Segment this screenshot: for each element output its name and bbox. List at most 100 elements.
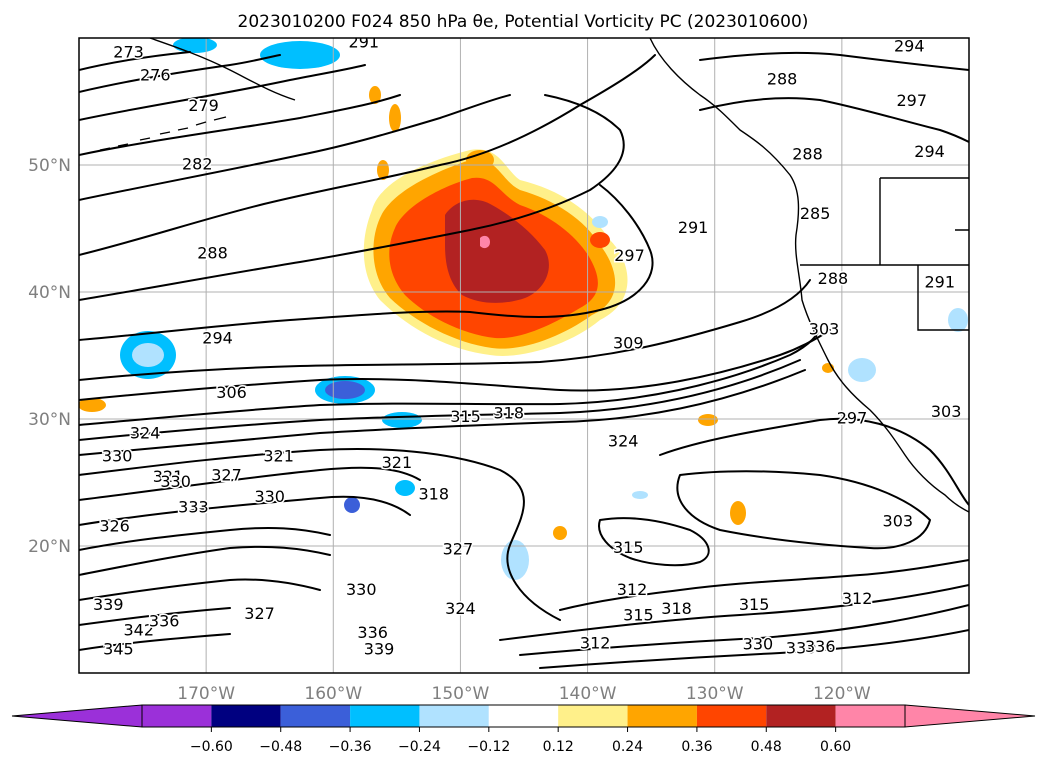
colorbar-bin	[419, 705, 489, 727]
contour-label: 297	[614, 246, 645, 265]
pv-blob-0.48	[445, 199, 549, 303]
contour-label: 282	[182, 155, 213, 174]
map-panel: 2732762792822882912943063243213213273303…	[79, 33, 969, 673]
pv-neg-patch	[132, 343, 164, 367]
lat-tick-label: 20°N	[28, 537, 71, 557]
contour-label: 336	[357, 623, 388, 642]
contour-label: 318	[418, 485, 449, 504]
pv-neg-patch	[632, 491, 648, 499]
colorbar-bin	[835, 705, 905, 727]
contour-label: 321	[382, 453, 413, 472]
contour-label: 330	[254, 487, 285, 506]
colorbar-tick-label: 0.12	[543, 739, 574, 755]
pv-neg-patch	[948, 308, 968, 332]
contour-label: 339	[786, 638, 817, 657]
contour-label: 312	[842, 589, 873, 608]
contour-label: 324	[608, 431, 639, 450]
colorbar-bin	[350, 705, 420, 727]
pv-neg-patch	[325, 381, 365, 399]
contour-label: 297	[837, 409, 868, 428]
contour-label: 312	[580, 633, 611, 652]
contour-label: 333	[178, 497, 209, 516]
contour-label: 288	[792, 144, 823, 163]
pv-neg-patch	[848, 358, 876, 382]
contour-labels: 2732762792822882912943063243213213273303…	[91, 33, 962, 660]
longitude-labels: 170°W 160°W 150°W 140°W 130°W 120°W	[177, 684, 871, 704]
contour-label: 324	[130, 424, 161, 443]
contour-label: 330	[102, 447, 133, 466]
colorbar-bin	[488, 705, 559, 727]
contour-label: 303	[931, 402, 962, 421]
colorbar-over-triangle	[904, 704, 1036, 728]
contour-label: 285	[800, 204, 831, 223]
pv-neg-patch	[592, 216, 608, 228]
colorbar: −0.60 −0.48 −0.36 −0.24 −0.12 0.12 0.24 0.36 0.4…	[11, 704, 1036, 755]
pv-patch	[466, 150, 494, 170]
contour-label: 326	[99, 516, 130, 535]
colorbar-bin	[280, 705, 351, 727]
colorbar-tick-label: 0.48	[751, 739, 782, 755]
chart-title: 2023010200 F024 850 hPa θe, Potential Vo…	[238, 12, 809, 32]
colorbar-bin	[558, 705, 628, 727]
colorbar-tick-label: −0.48	[259, 739, 302, 755]
lon-tick-label: 140°W	[559, 684, 617, 704]
colorbar-tick-label: −0.12	[467, 739, 510, 755]
contour-label: 336	[805, 637, 836, 656]
lat-tick-label: 40°N	[28, 283, 71, 303]
contour-label: 339	[364, 640, 395, 659]
contour-label: 294	[202, 328, 233, 347]
colorbar-tick-label: 0.24	[612, 739, 643, 755]
colorbar-tick-label: 0.36	[681, 739, 712, 755]
lat-tick-label: 50°N	[28, 156, 71, 176]
contour-label: 315	[613, 538, 644, 557]
colorbar-bin	[627, 705, 697, 727]
colorbar-tick-label: −0.36	[329, 739, 372, 755]
contour-label: 288	[767, 69, 798, 88]
contour-label: 330	[346, 580, 377, 599]
lon-tick-label: 120°W	[813, 684, 871, 704]
contour-label: 330	[160, 472, 191, 491]
contour-label: 324	[445, 599, 476, 618]
contour-label: 309	[613, 334, 644, 353]
pv-neg-patch	[395, 480, 415, 496]
contour-label: 321	[153, 467, 184, 486]
contour-label: 330	[743, 635, 774, 654]
lon-tick-label: 130°W	[686, 684, 744, 704]
contour-label: 342	[123, 621, 154, 640]
contour-label: 315	[623, 605, 654, 624]
lon-tick-label: 150°W	[432, 684, 490, 704]
colorbar-bin	[696, 705, 767, 727]
pv-patch	[590, 232, 610, 248]
contour-label: 315	[739, 595, 770, 614]
lon-tick-label: 170°W	[177, 684, 235, 704]
pv-neg-patch	[173, 38, 217, 53]
pv-patch	[553, 526, 567, 540]
contour-label: 279	[188, 96, 219, 115]
pv-patch	[389, 104, 401, 132]
pv-neg-patch	[344, 497, 360, 513]
contour-label: 312	[617, 580, 648, 599]
contour-label: 273	[113, 43, 144, 62]
pv-neg-patch	[260, 41, 340, 69]
contour-label: 345	[103, 640, 134, 659]
contour-label: 327	[244, 604, 275, 623]
colorbar-tick-label: 0.60	[820, 739, 851, 755]
contour-label: 318	[661, 599, 692, 618]
theta-e-contours	[79, 51, 969, 669]
latitude-labels: 20°N 30°N 40°N 50°N	[28, 156, 71, 557]
colorbar-bin	[142, 705, 212, 727]
us-state-borders	[800, 177, 969, 331]
pv-blob-0.60	[480, 235, 490, 249]
colorbar-under-triangle	[11, 704, 143, 728]
pv-patch	[369, 86, 381, 104]
pv-patch	[698, 414, 718, 426]
contour-label: 291	[349, 33, 380, 52]
map-frame	[78, 37, 970, 674]
north-america-coast	[649, 38, 969, 513]
colorbar-tick-label: −0.24	[398, 739, 441, 755]
lat-tick-label: 30°N	[28, 410, 71, 430]
contour-label: 303	[809, 320, 840, 339]
contour-label: 303	[883, 511, 914, 530]
contour-label: 297	[897, 91, 928, 110]
